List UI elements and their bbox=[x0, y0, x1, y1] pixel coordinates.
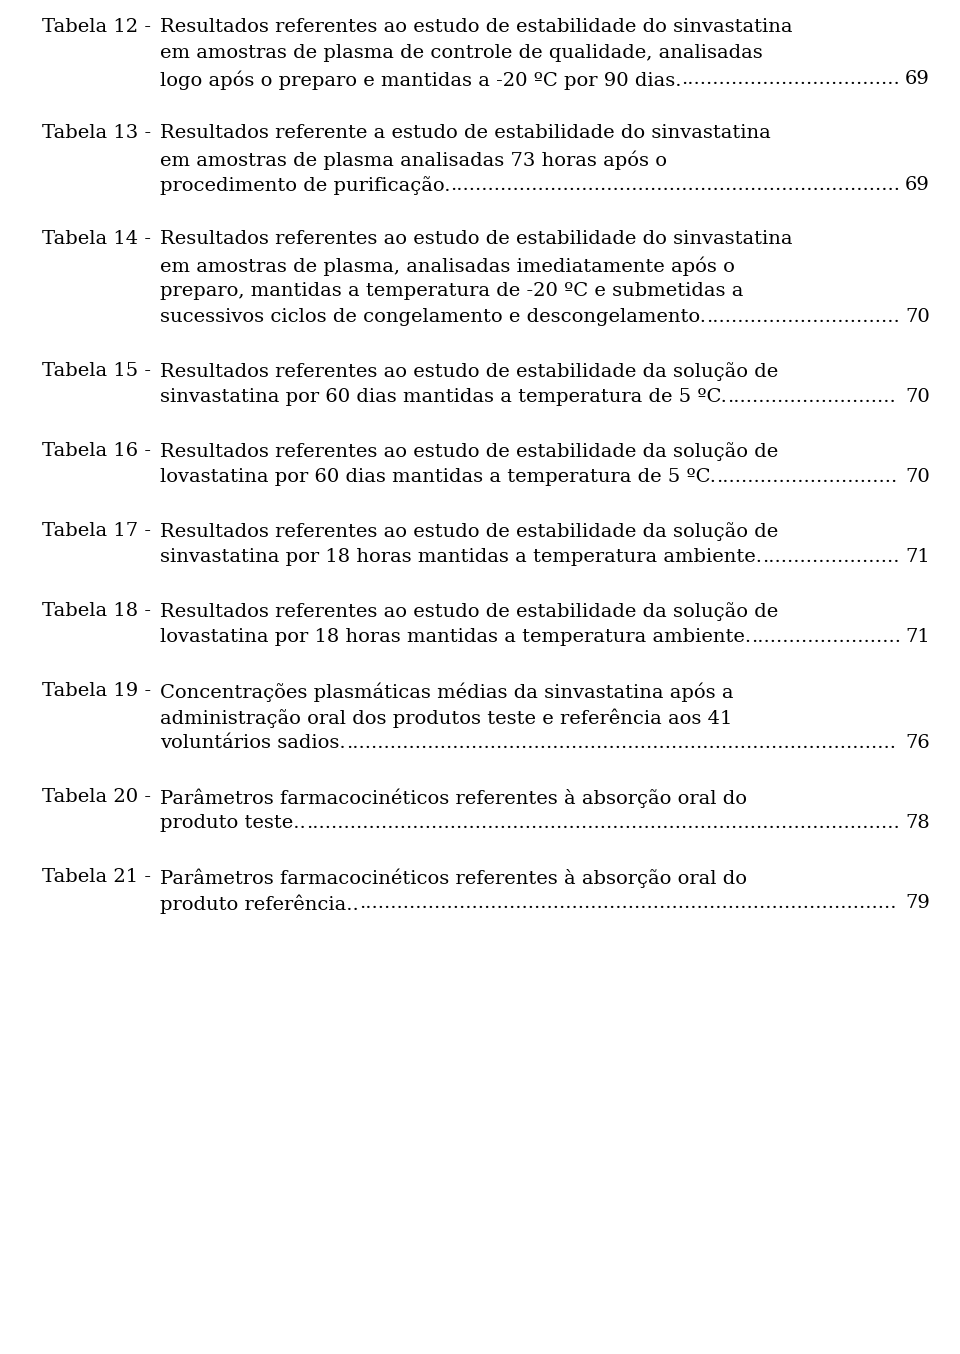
Text: Parâmetros farmacocinéticos referentes à absorção oral do: Parâmetros farmacocinéticos referentes à… bbox=[160, 788, 747, 807]
Text: produto teste..: produto teste.. bbox=[160, 814, 305, 831]
Text: Resultados referentes ao estudo de estabilidade da solução de: Resultados referentes ao estudo de estab… bbox=[160, 362, 779, 380]
Text: 71: 71 bbox=[905, 628, 930, 646]
Text: Resultados referentes ao estudo de estabilidade da solução de: Resultados referentes ao estudo de estab… bbox=[160, 603, 779, 621]
Text: ...............................: ............................... bbox=[706, 307, 900, 326]
Text: ................................................................................: ........................................… bbox=[359, 894, 897, 913]
Text: Tabela 14 -: Tabela 14 - bbox=[42, 230, 151, 248]
Text: Resultados referentes ao estudo de estabilidade da solução de: Resultados referentes ao estudo de estab… bbox=[160, 441, 779, 460]
Text: Resultados referentes ao estudo de estabilidade do sinvastatina: Resultados referentes ao estudo de estab… bbox=[160, 18, 793, 37]
Text: Resultados referentes ao estudo de estabilidade do sinvastatina: Resultados referentes ao estudo de estab… bbox=[160, 230, 793, 248]
Text: 71: 71 bbox=[905, 548, 930, 566]
Text: produto referência..: produto referência.. bbox=[160, 894, 359, 914]
Text: Tabela 17 -: Tabela 17 - bbox=[42, 523, 151, 540]
Text: Tabela 12 -: Tabela 12 - bbox=[42, 18, 151, 37]
Text: procedimento de purificação.: procedimento de purificação. bbox=[160, 176, 450, 195]
Text: 79: 79 bbox=[905, 894, 930, 913]
Text: em amostras de plasma de controle de qualidade, analisadas: em amostras de plasma de controle de qua… bbox=[160, 43, 763, 62]
Text: 70: 70 bbox=[905, 307, 930, 326]
Text: ...........................: ........................... bbox=[727, 389, 896, 406]
Text: 70: 70 bbox=[905, 468, 930, 486]
Text: 69: 69 bbox=[905, 70, 930, 88]
Text: Tabela 15 -: Tabela 15 - bbox=[42, 362, 151, 380]
Text: Parâmetros farmacocinéticos referentes à absorção oral do: Parâmetros farmacocinéticos referentes à… bbox=[160, 868, 747, 887]
Text: Tabela 20 -: Tabela 20 - bbox=[42, 788, 151, 806]
Text: Resultados referente a estudo de estabilidade do sinvastatina: Resultados referente a estudo de estabil… bbox=[160, 125, 771, 142]
Text: ........................................................................: ........................................… bbox=[450, 176, 900, 194]
Text: Tabela 13 -: Tabela 13 - bbox=[42, 125, 151, 142]
Text: 70: 70 bbox=[905, 389, 930, 406]
Text: lovastatina por 60 dias mantidas a temperatura de 5 ºC.: lovastatina por 60 dias mantidas a tempe… bbox=[160, 468, 716, 486]
Text: Resultados referentes ao estudo de estabilidade da solução de: Resultados referentes ao estudo de estab… bbox=[160, 523, 779, 542]
Text: .............................: ............................. bbox=[716, 468, 898, 486]
Text: Tabela 16 -: Tabela 16 - bbox=[42, 441, 151, 460]
Text: ................................................................................: ........................................… bbox=[305, 814, 900, 831]
Text: ...................................: ................................... bbox=[682, 70, 900, 88]
Text: preparo, mantidas a temperatura de -20 ºC e submetidas a: preparo, mantidas a temperatura de -20 º… bbox=[160, 282, 743, 301]
Text: 78: 78 bbox=[905, 814, 930, 831]
Text: 69: 69 bbox=[905, 176, 930, 194]
Text: em amostras de plasma analisadas 73 horas após o: em amostras de plasma analisadas 73 hora… bbox=[160, 150, 667, 169]
Text: Tabela 18 -: Tabela 18 - bbox=[42, 603, 151, 620]
Text: sinvastatina por 60 dias mantidas a temperatura de 5 ºC.: sinvastatina por 60 dias mantidas a temp… bbox=[160, 389, 727, 406]
Text: 76: 76 bbox=[905, 734, 930, 751]
Text: Tabela 21 -: Tabela 21 - bbox=[42, 868, 151, 886]
Text: lovastatina por 18 horas mantidas a temperatura ambiente.: lovastatina por 18 horas mantidas a temp… bbox=[160, 628, 751, 646]
Text: ......................: ...................... bbox=[762, 548, 900, 566]
Text: administração oral dos produtos teste e referência aos 41: administração oral dos produtos teste e … bbox=[160, 708, 732, 727]
Text: Tabela 19 -: Tabela 19 - bbox=[42, 682, 151, 700]
Text: sucessivos ciclos de congelamento e descongelamento.: sucessivos ciclos de congelamento e desc… bbox=[160, 307, 706, 326]
Text: ........................: ........................ bbox=[751, 628, 901, 646]
Text: voluntários sadios.: voluntários sadios. bbox=[160, 734, 346, 751]
Text: em amostras de plasma, analisadas imediatamente após o: em amostras de plasma, analisadas imedia… bbox=[160, 256, 734, 275]
Text: Concentrações plasmáticas médias da sinvastatina após a: Concentrações plasmáticas médias da sinv… bbox=[160, 682, 733, 701]
Text: sinvastatina por 18 horas mantidas a temperatura ambiente.: sinvastatina por 18 horas mantidas a tem… bbox=[160, 548, 762, 566]
Text: logo após o preparo e mantidas a -20 ºC por 90 dias.: logo após o preparo e mantidas a -20 ºC … bbox=[160, 70, 682, 89]
Text: ................................................................................: ........................................… bbox=[346, 734, 896, 751]
